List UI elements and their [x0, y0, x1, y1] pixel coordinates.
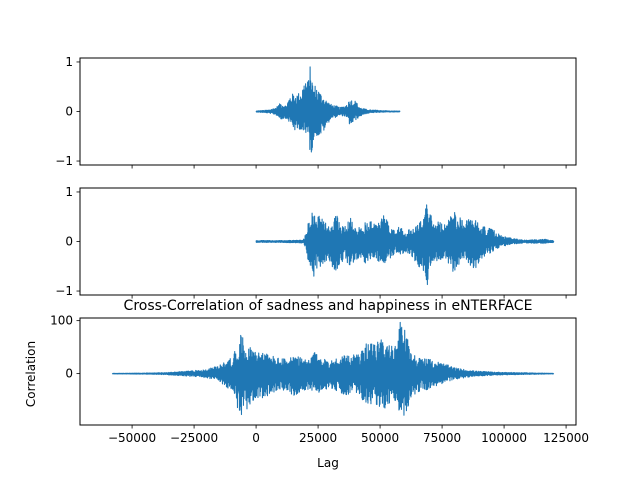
y-tick-label: −1: [55, 284, 73, 298]
x-tick-label: 100000: [481, 431, 527, 445]
x-tick-label: 50000: [361, 431, 399, 445]
y-tick-label: 100: [50, 314, 73, 328]
y-tick-label: −1: [55, 154, 73, 168]
subplot-top-y-axis: −1 0 1: [55, 55, 80, 168]
y-tick-label: 1: [65, 185, 73, 199]
subplot-bottom: 0 100 −50000 −25000 0 25000 50000 75000 100000 1…: [24, 298, 589, 470]
x-tick-label: 25000: [299, 431, 337, 445]
x-tick-label: 125000: [543, 431, 589, 445]
subplot-bottom-x-axis: −50000 −25000 0 25000 50000 75000 100000 125000: [108, 425, 589, 445]
x-tick-label: −50000: [108, 431, 156, 445]
subplot-top: −1 0 1: [55, 55, 577, 169]
subplot-top-x-axis: [131, 165, 567, 169]
chart-title: Cross-Correlation of sadness and happine…: [124, 298, 533, 314]
series-line: [111, 321, 555, 416]
subplot-middle: −1 0 1: [55, 185, 577, 299]
x-tick-label: −25000: [170, 431, 218, 445]
series-middle-waveform: [255, 204, 555, 286]
series-line: [255, 204, 555, 286]
series-cross-correlation: [111, 321, 555, 416]
series-line: [255, 66, 401, 153]
series-top-waveform: [255, 66, 401, 153]
subplot-middle-x-axis: [131, 295, 567, 299]
x-tick-label: 75000: [423, 431, 461, 445]
y-axis-label: Correlation: [24, 341, 38, 407]
y-tick-label: 0: [65, 367, 73, 381]
x-tick-label: 0: [252, 431, 260, 445]
subplot-bottom-y-axis: 0 100: [50, 314, 80, 381]
subplot-bottom-frame: [79, 317, 577, 426]
y-tick-label: 0: [65, 235, 73, 249]
y-tick-label: 1: [65, 55, 73, 69]
y-tick-label: 0: [65, 105, 73, 119]
x-axis-label: Lag: [317, 456, 339, 470]
subplot-middle-y-axis: −1 0 1: [55, 185, 80, 298]
